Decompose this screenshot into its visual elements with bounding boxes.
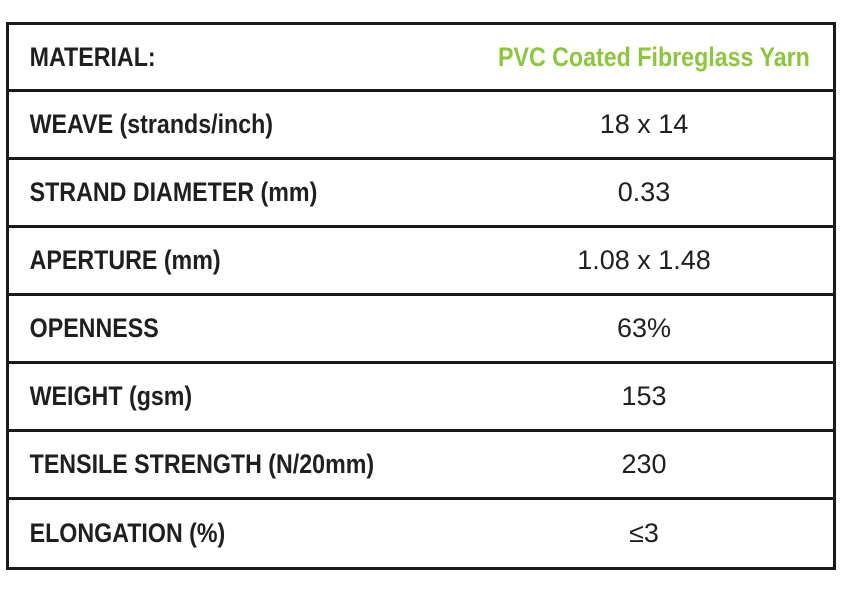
weight-row: WEIGHT (gsm) 153 bbox=[9, 364, 833, 432]
aperture-label: APERTURE (mm) bbox=[29, 245, 221, 275]
tensile-strength-value: 230 bbox=[621, 449, 667, 479]
elongation-value: ≤3 bbox=[629, 518, 659, 548]
elongation-row: ELONGATION (%) ≤3 bbox=[9, 500, 833, 567]
strand-diameter-label: STRAND DIAMETER (mm) bbox=[29, 177, 318, 207]
weight-label: WEIGHT (gsm) bbox=[29, 381, 193, 411]
openness-value: 63% bbox=[616, 313, 672, 343]
material-value: PVC Coated Fibreglass Yarn bbox=[497, 41, 810, 72]
weave-label: WEAVE (strands/inch) bbox=[29, 109, 274, 139]
weave-value: 18 x 14 bbox=[599, 109, 689, 139]
elongation-label: ELONGATION (%) bbox=[29, 518, 226, 548]
material-row: MATERIAL: PVC Coated Fibreglass Yarn bbox=[9, 25, 833, 92]
spec-table: MATERIAL: PVC Coated Fibreglass Yarn WEA… bbox=[6, 22, 836, 570]
weave-row: WEAVE (strands/inch) 18 x 14 bbox=[9, 92, 833, 160]
strand-diameter-row: STRAND DIAMETER (mm) 0.33 bbox=[9, 160, 833, 228]
strand-diameter-value: 0.33 bbox=[617, 177, 671, 207]
openness-row: OPENNESS 63% bbox=[9, 296, 833, 364]
tensile-strength-label: TENSILE STRENGTH (N/20mm) bbox=[29, 449, 375, 479]
weight-value: 153 bbox=[621, 381, 667, 411]
aperture-row: APERTURE (mm) 1.08 x 1.48 bbox=[9, 228, 833, 296]
aperture-value: 1.08 x 1.48 bbox=[577, 245, 711, 275]
tensile-strength-row: TENSILE STRENGTH (N/20mm) 230 bbox=[9, 432, 833, 500]
material-label: MATERIAL: bbox=[29, 41, 156, 72]
openness-label: OPENNESS bbox=[29, 313, 159, 343]
